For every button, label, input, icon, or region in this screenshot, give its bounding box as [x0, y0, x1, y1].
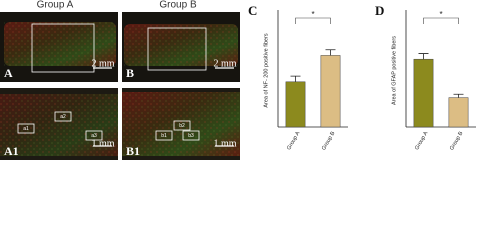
x-tick-label: Group A [414, 130, 429, 151]
x-tick-label: Group B [321, 130, 337, 151]
bar [448, 97, 469, 128]
significance-label: * [311, 10, 314, 19]
group-label: Group B [159, 0, 197, 11]
region-box [85, 130, 103, 141]
panel-label: B [126, 66, 134, 80]
group-label: Group A [37, 0, 74, 11]
region-box [173, 120, 191, 131]
region-label: b2 [179, 123, 185, 129]
panel-label: C [248, 3, 257, 18]
bar [285, 81, 306, 128]
significance-bracket [295, 17, 331, 24]
micrographs [0, 12, 240, 160]
x-tick-label: Group A [286, 130, 301, 151]
x-tick-label: Group B [449, 130, 465, 151]
panel-label: A [4, 66, 13, 80]
panel-label: A1 [4, 144, 19, 158]
panel-label: D [375, 3, 384, 18]
y-axis-label: Area of NF- 200 positive fibers [263, 33, 269, 108]
region-box [182, 130, 200, 141]
region-label: a1 [23, 126, 29, 132]
scale-bar-label: 2 mm [213, 58, 236, 69]
region-label: b3 [188, 133, 194, 139]
region-label: a3 [91, 133, 97, 139]
scale-bar-label: 1 mm [213, 138, 236, 149]
scale-bar-label: 1 mm [91, 138, 114, 149]
bar [413, 58, 434, 128]
region-box [155, 130, 173, 141]
error-bar [453, 93, 464, 98]
error-bar [290, 75, 301, 82]
panel-label: B1 [126, 144, 140, 158]
figure: Group A Group B A 2 mm B 2 mm A1 1 mm a1 a2 a3 B1 1 … [0, 0, 476, 160]
region-box [17, 123, 35, 134]
region-label: a2 [60, 114, 66, 120]
error-bar [325, 49, 336, 56]
error-bar [418, 53, 429, 60]
bar [320, 55, 341, 128]
region-label: b1 [161, 133, 167, 139]
scale-bar-label: 2 mm [91, 58, 114, 69]
region-box [54, 111, 72, 122]
y-axis-label: Area of GFAP positive fibers [391, 36, 397, 105]
significance-label: * [439, 10, 442, 19]
significance-bracket [423, 17, 459, 24]
